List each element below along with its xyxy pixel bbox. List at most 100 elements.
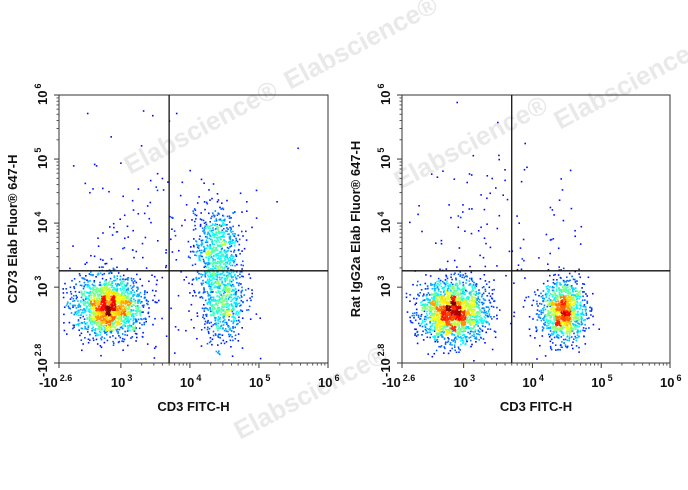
event-dot xyxy=(204,323,206,325)
event-dot xyxy=(475,323,477,326)
event-dot xyxy=(210,224,212,227)
event-dot xyxy=(102,314,104,316)
event-dot xyxy=(207,232,209,234)
event-dot xyxy=(479,312,481,315)
event-dot xyxy=(231,316,233,318)
event-dot xyxy=(222,222,225,224)
event-dot xyxy=(124,285,126,287)
event-dot xyxy=(215,303,217,305)
event-dot xyxy=(210,255,213,258)
event-dot xyxy=(204,265,206,268)
event-dot xyxy=(106,300,109,302)
event-dot xyxy=(453,288,456,290)
event-dot xyxy=(217,229,220,231)
event-dot xyxy=(208,189,210,191)
event-dot xyxy=(459,293,462,296)
event-dot xyxy=(218,231,220,233)
event-dot xyxy=(221,321,224,323)
event-dot xyxy=(83,321,86,323)
event-dot xyxy=(103,329,106,331)
event-dot xyxy=(121,305,123,308)
event-dot xyxy=(209,244,211,246)
event-dot xyxy=(241,270,243,273)
event-dot xyxy=(66,303,69,305)
event-dot xyxy=(472,284,475,286)
event-dot xyxy=(84,325,86,328)
event-dot xyxy=(104,315,106,317)
event-dot xyxy=(111,324,114,326)
event-dot xyxy=(456,312,458,314)
event-dot xyxy=(414,319,417,322)
event-dot xyxy=(425,330,428,332)
event-dot xyxy=(439,306,441,308)
event-dot xyxy=(226,300,228,302)
event-dot xyxy=(471,286,473,288)
event-dot xyxy=(105,262,108,265)
event-dot xyxy=(458,336,460,339)
event-dot xyxy=(471,297,473,300)
event-dot xyxy=(119,307,121,310)
event-dot xyxy=(446,315,448,318)
event-dot xyxy=(84,263,86,265)
event-dot xyxy=(147,312,149,315)
event-dot xyxy=(482,320,485,322)
event-dot xyxy=(91,287,93,289)
event-dot xyxy=(465,325,468,328)
event-dot xyxy=(218,352,221,355)
event-dot xyxy=(136,293,139,296)
event-dot xyxy=(94,318,96,321)
event-dot xyxy=(84,298,87,300)
event-dot xyxy=(430,308,433,310)
event-dot xyxy=(437,317,439,320)
event-dot xyxy=(100,337,102,340)
event-dot xyxy=(216,228,219,231)
event-dot xyxy=(417,334,419,336)
event-dot xyxy=(478,291,480,294)
event-dot xyxy=(206,233,209,236)
event-dot xyxy=(123,294,126,297)
event-dot xyxy=(449,284,452,286)
event-dot xyxy=(211,291,213,293)
event-dot xyxy=(210,309,212,312)
event-dot xyxy=(73,286,75,288)
event-dot xyxy=(437,298,439,301)
event-dot xyxy=(425,295,428,297)
event-dot xyxy=(447,319,449,321)
event-dot xyxy=(212,214,215,216)
event-dot xyxy=(95,323,97,325)
event-dot xyxy=(116,324,118,326)
event-dot xyxy=(473,301,475,303)
event-dot xyxy=(135,250,138,253)
event-dot xyxy=(174,326,177,328)
event-dot xyxy=(210,340,212,343)
event-dot xyxy=(141,242,144,245)
event-dot xyxy=(127,344,129,347)
event-dot xyxy=(470,299,472,302)
y-axis-label: CD73 Elab Fluor® 647-H xyxy=(5,154,20,303)
event-dot xyxy=(438,335,440,337)
event-dot xyxy=(478,333,481,336)
event-dot xyxy=(110,320,112,322)
event-dot xyxy=(95,332,98,335)
event-dot xyxy=(69,307,71,310)
event-dot xyxy=(452,310,454,312)
event-dot xyxy=(93,308,95,311)
event-dot xyxy=(138,295,140,297)
event-dot xyxy=(215,323,218,326)
event-dot xyxy=(432,313,435,315)
event-dot xyxy=(421,300,423,303)
event-dot xyxy=(430,324,432,327)
event-dot xyxy=(143,304,145,307)
event-dot xyxy=(444,328,447,331)
event-dot xyxy=(483,309,486,312)
event-dot xyxy=(483,302,485,305)
event-dot xyxy=(463,329,466,332)
event-dot xyxy=(90,294,92,297)
event-dot xyxy=(122,278,124,280)
event-dot xyxy=(446,319,448,321)
event-dot xyxy=(126,314,129,317)
event-dot xyxy=(215,262,217,265)
event-dot xyxy=(196,250,199,253)
event-dot xyxy=(469,283,472,286)
event-dot xyxy=(221,202,223,204)
